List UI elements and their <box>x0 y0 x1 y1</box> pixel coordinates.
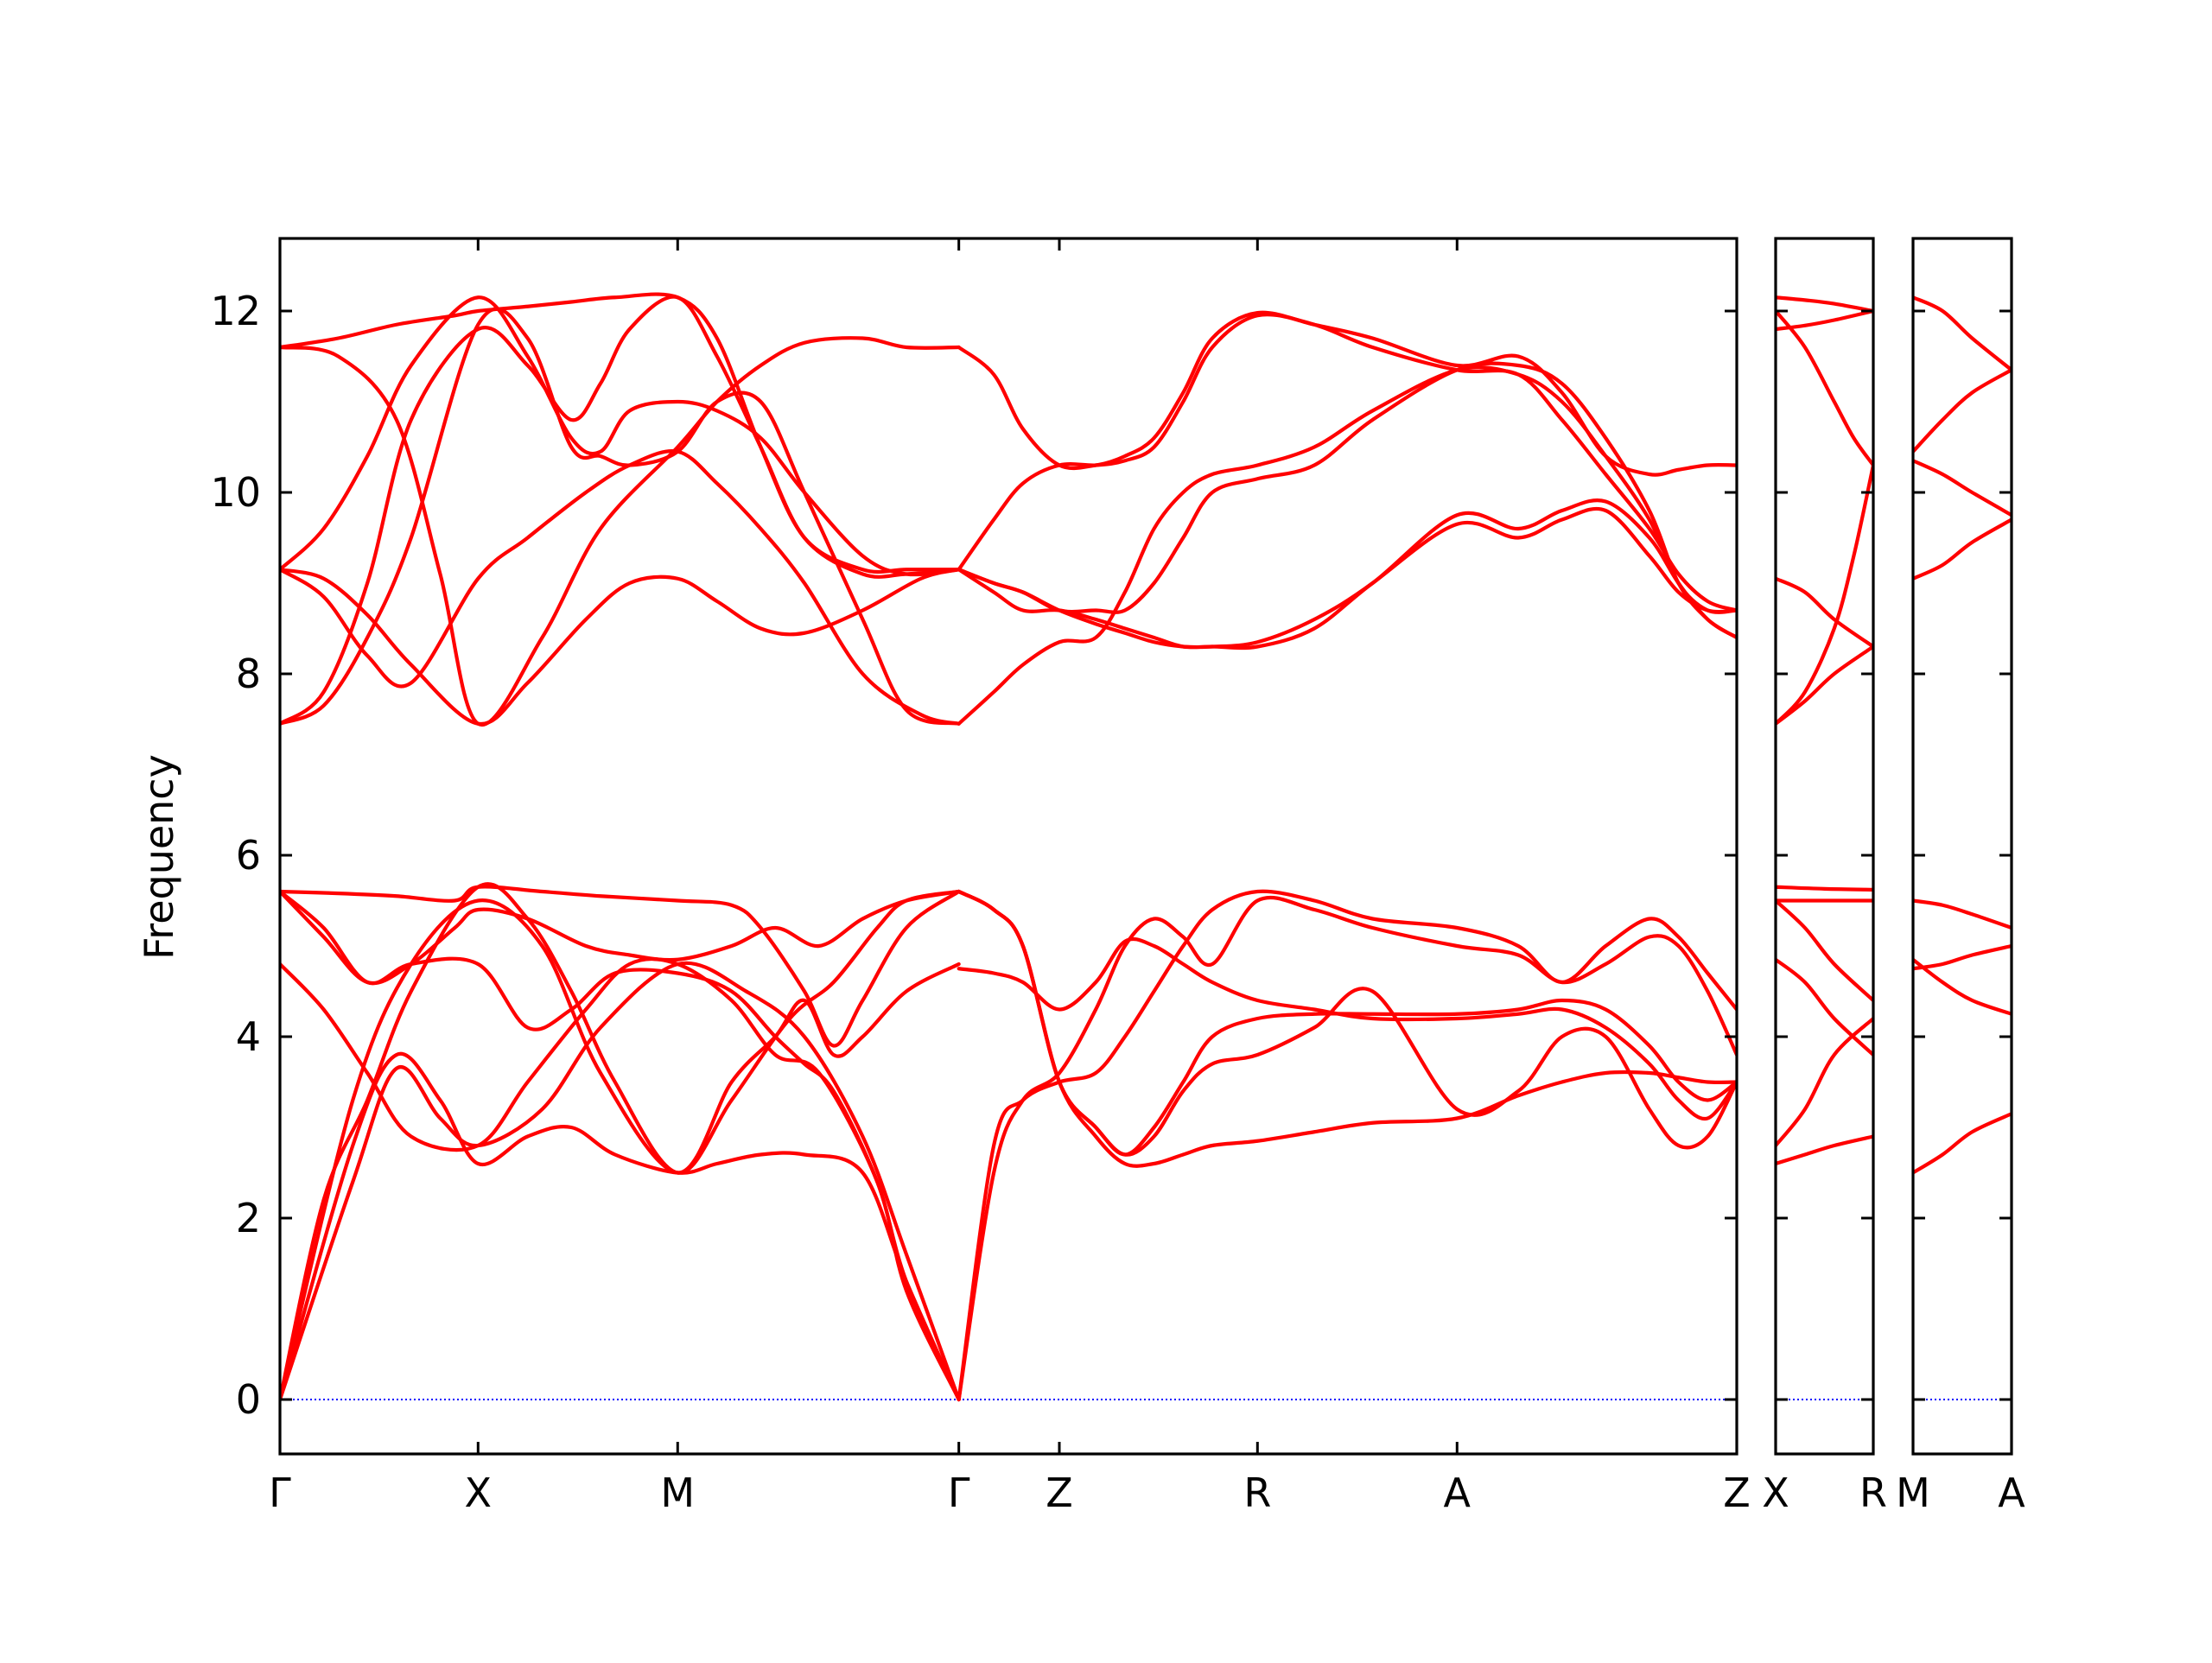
phonon-band-4 <box>1913 517 2012 581</box>
phonon-band-24 <box>957 361 1737 640</box>
y-tick-label: 2 <box>236 1195 261 1241</box>
phonon-band-15 <box>280 568 961 726</box>
x-tick-label: X <box>465 1469 493 1516</box>
phonon-band-27 <box>957 506 1737 651</box>
phonon-band-4 <box>1776 463 1873 726</box>
phonon-band-10 <box>1776 957 1873 1057</box>
phonon-band-23 <box>957 313 1737 613</box>
y-tick-label: 10 <box>210 469 261 516</box>
phonon-band-7 <box>280 889 961 986</box>
phonon-band-2 <box>1913 368 2012 454</box>
phonon-band-5 <box>1776 644 1873 726</box>
x-tick-label: Z <box>1723 1469 1751 1516</box>
phonon-band-5 <box>280 956 961 1402</box>
panel-frame <box>1774 237 1875 1456</box>
phonon-band-17 <box>280 295 961 726</box>
phonon-band-21 <box>280 336 961 727</box>
phonon-band-7 <box>1913 957 2012 1016</box>
phonon-band-1 <box>280 961 961 1402</box>
y-tick-label: 4 <box>236 1013 261 1060</box>
x-tick-label: Z <box>1046 1469 1073 1516</box>
y-tick-label: 12 <box>210 288 261 334</box>
phonon-band-6 <box>1776 576 1873 649</box>
phonon-band-12 <box>1776 1134 1873 1166</box>
x-tick-label: M <box>660 1469 695 1516</box>
x-tick-label: X <box>1762 1469 1789 1516</box>
phonon-band-8 <box>280 885 961 1048</box>
y-tick-label: 0 <box>236 1376 261 1423</box>
x-tick-label: R <box>1243 1469 1271 1516</box>
panel-frame <box>1911 237 2013 1456</box>
phonon-band-2 <box>280 1051 961 1402</box>
phonon-band-26 <box>957 365 1737 726</box>
phonon-band-19 <box>280 307 961 726</box>
phonon-band-8 <box>1913 1112 2012 1175</box>
phonon-band-25 <box>957 498 1737 650</box>
x-tick-label: Γ <box>269 1469 291 1516</box>
phonon-band-11 <box>1776 1016 1873 1148</box>
panel-frame <box>278 237 1738 1456</box>
y-tick-label: 8 <box>236 651 261 697</box>
band-group <box>1776 295 1873 1166</box>
phonon-band-3 <box>280 898 961 1402</box>
phonon-band-6 <box>1913 943 2012 971</box>
phonon-band-9 <box>1776 898 1873 1003</box>
phonon-band-6 <box>280 889 961 1402</box>
phonon-band-4 <box>280 882 961 1402</box>
phonon-band-18 <box>280 295 961 577</box>
phonon-band-3 <box>1776 308 1873 467</box>
y-tick-label: 6 <box>236 832 261 879</box>
panel-main: Γ X M Γ Z R A Z 0 2 4 6 8 10 12 <box>210 237 1751 1516</box>
band-group <box>1913 295 2012 1175</box>
phonon-band-7 <box>1776 885 1873 892</box>
phonon-band-1 <box>1776 295 1873 314</box>
x-tick-label: R <box>1859 1469 1887 1516</box>
y-axis-label: Frequency <box>136 754 182 960</box>
x-tick-label: A <box>1444 1469 1471 1516</box>
x-tick-label: A <box>1998 1469 2025 1516</box>
x-tick-label: M <box>1896 1469 1930 1516</box>
band-group <box>280 292 1737 1402</box>
phonon-band-5 <box>1913 898 2012 930</box>
phonon-band-3 <box>1913 459 2012 517</box>
x-tick-label: Γ <box>948 1469 970 1516</box>
phonon-band-9 <box>957 889 1737 1402</box>
phonon-band-10 <box>957 895 1737 1402</box>
phonon-band-11 <box>957 936 1737 1121</box>
phonon-band-1 <box>1913 295 2012 372</box>
phonon-band-12 <box>957 889 1737 1168</box>
phonon-band-20 <box>280 292 961 574</box>
phonon-band-14 <box>957 889 1737 1157</box>
phonon-band-16 <box>280 449 961 726</box>
